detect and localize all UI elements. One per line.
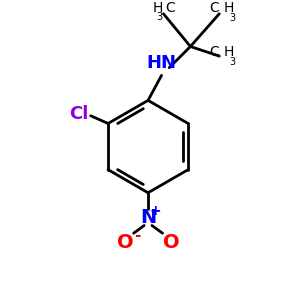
Text: H: H (224, 45, 235, 59)
Text: C: C (209, 1, 219, 15)
Text: H: H (224, 1, 235, 15)
Text: C: C (209, 45, 219, 59)
Text: O: O (163, 233, 179, 252)
Text: O: O (117, 233, 133, 252)
Text: 3: 3 (229, 13, 235, 23)
Text: HN: HN (146, 55, 176, 73)
Text: Cl: Cl (70, 105, 89, 123)
Text: +: + (150, 204, 162, 218)
Text: N: N (140, 208, 156, 227)
Text: 3: 3 (156, 12, 163, 22)
Text: H: H (152, 1, 163, 15)
Text: C: C (165, 1, 175, 15)
Text: 3: 3 (229, 57, 235, 67)
Text: -: - (135, 228, 141, 243)
